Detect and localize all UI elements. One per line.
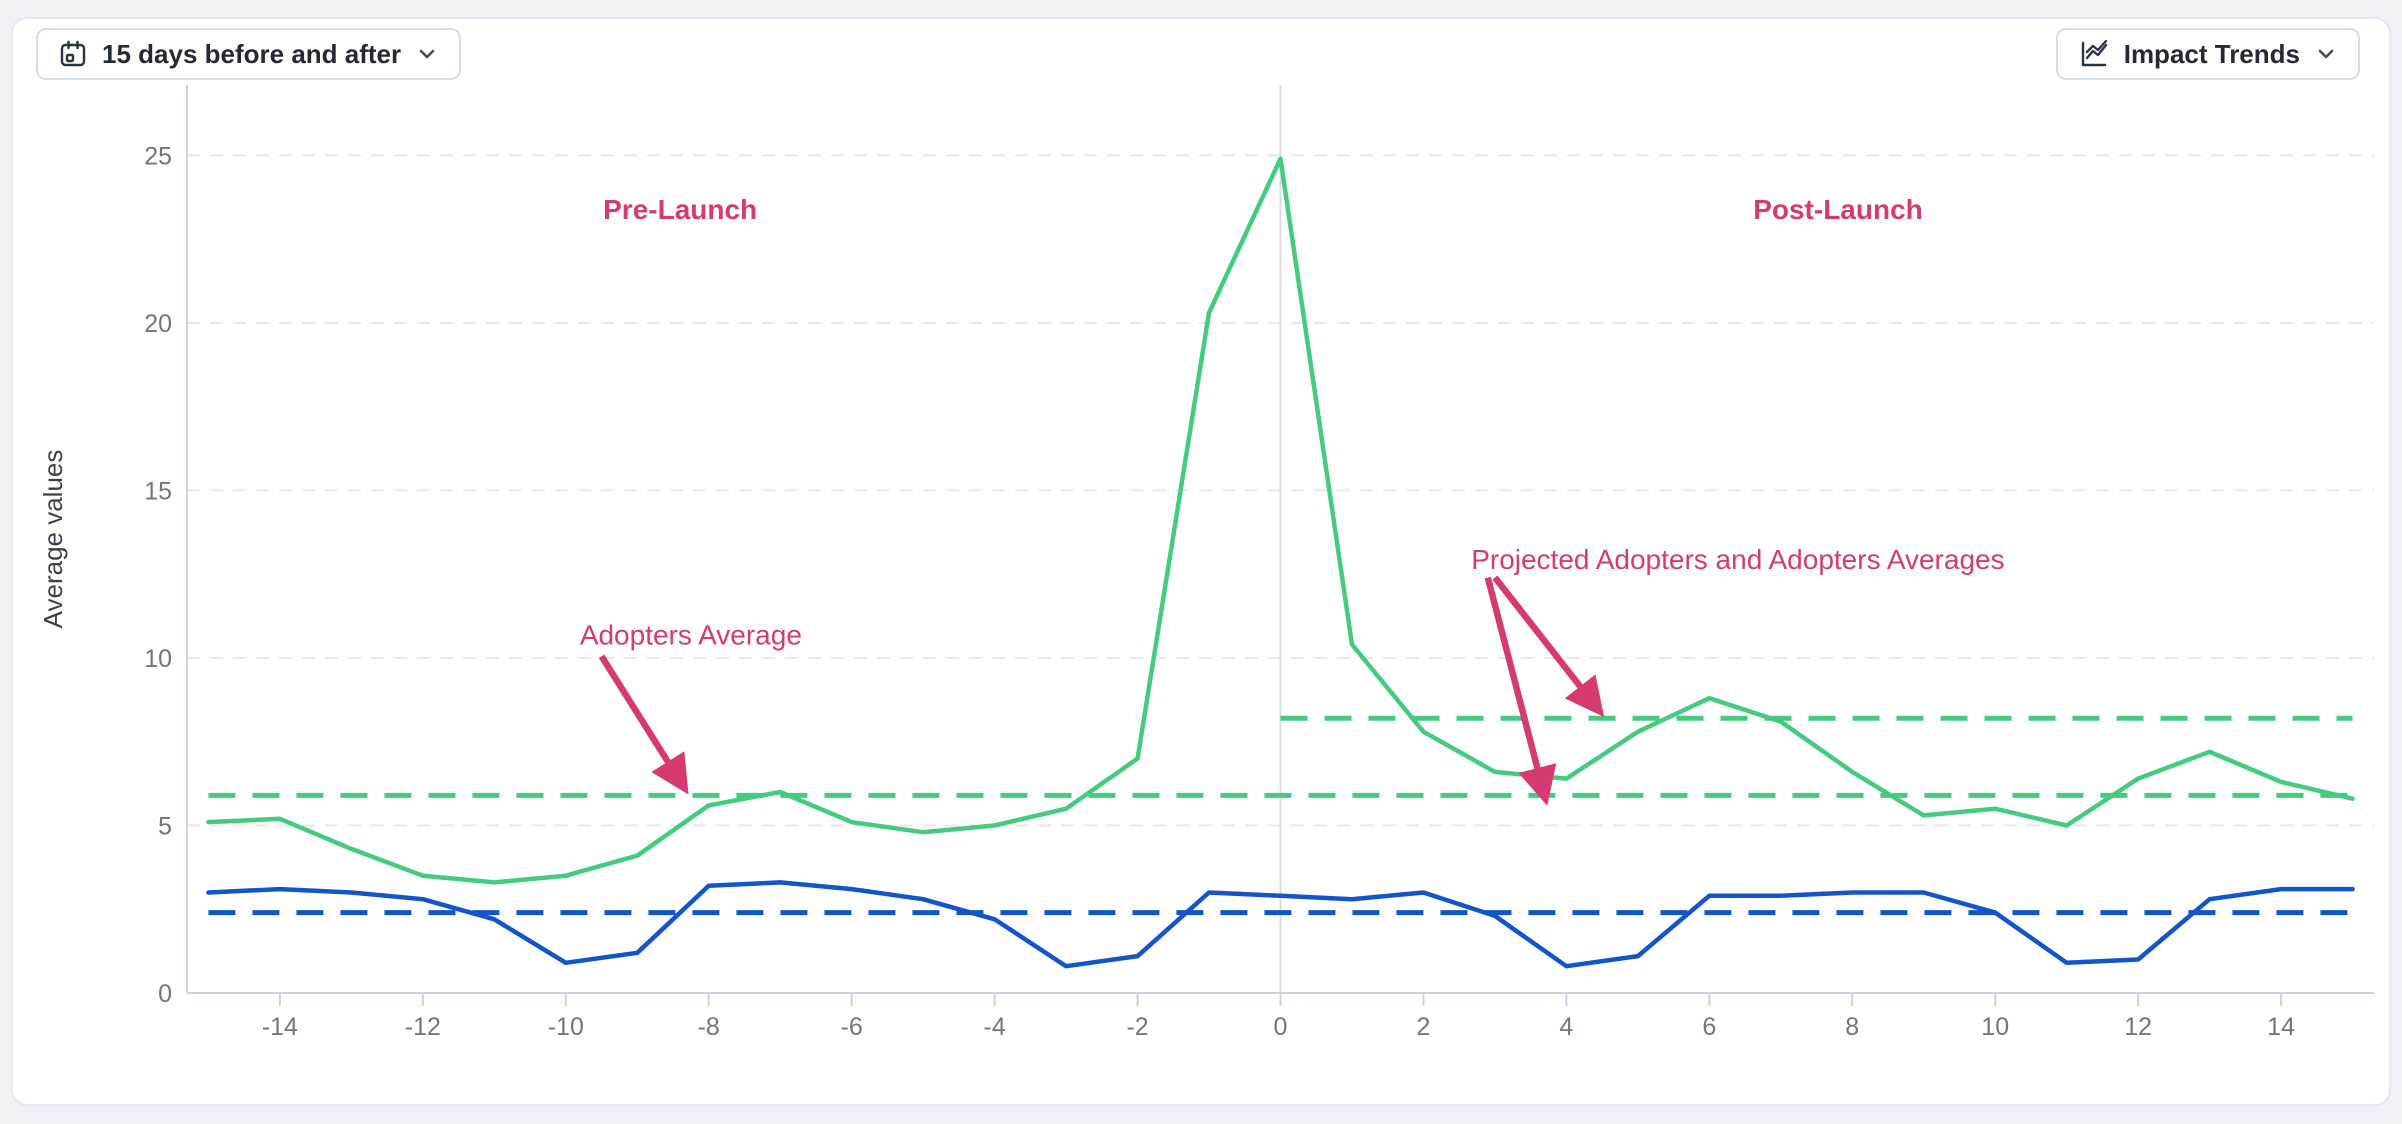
chart-type-button[interactable]: Impact Trends	[2055, 28, 2360, 80]
plot-area[interactable]	[187, 85, 2374, 993]
chevron-down-icon	[415, 42, 439, 66]
chart-type-label: Impact Trends	[2123, 38, 2300, 69]
chevron-down-icon	[2314, 42, 2338, 66]
date-range-label: 15 days before and after	[102, 38, 402, 69]
line-chart-icon	[2078, 38, 2110, 70]
date-range-button[interactable]: 15 days before and after	[36, 28, 462, 80]
calendar-icon	[58, 39, 88, 69]
